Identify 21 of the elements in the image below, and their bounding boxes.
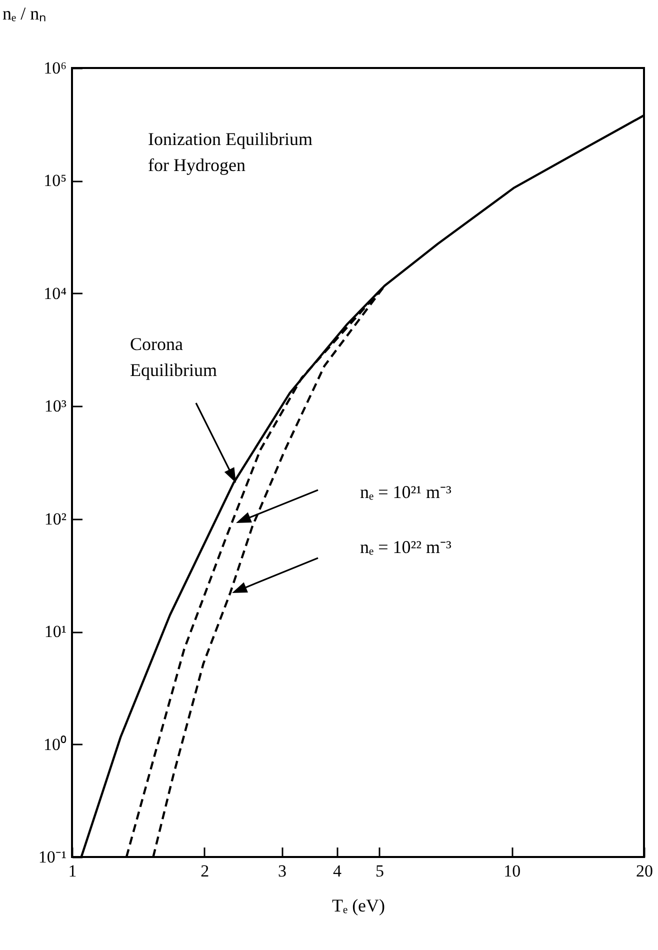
annotation: nₑ = 10²¹ m⁻³ [360, 482, 452, 502]
y-tick-label: 10³ [44, 396, 66, 416]
x-tick-label: 20 [636, 862, 653, 880]
y-axis-title: nₑ / nₙ [2, 4, 46, 24]
x-tick-label: 10 [504, 862, 521, 880]
x-tick-label: 3 [278, 862, 287, 880]
annotation: Ionization Equilibrium for Hydrogen [148, 129, 312, 175]
y-tick-label: 10⁶ [44, 58, 67, 78]
x-tick-label: 5 [376, 862, 384, 880]
x-axis-title: Tₑ (eV) [332, 896, 386, 916]
annotation: Corona Equilibrium [130, 334, 217, 380]
y-tick-label: 10¹ [44, 622, 66, 642]
y-tick-label: 10⁻¹ [38, 848, 66, 866]
y-tick-label: 10² [44, 509, 66, 528]
y-tick-label: 10⁰ [44, 734, 66, 754]
x-tick-label: 4 [332, 862, 342, 880]
x-tick-label: 2 [200, 862, 210, 880]
x-tick-label: 1 [68, 862, 77, 880]
y-tick-label: 10⁴ [44, 284, 67, 303]
y-tick-label: 10⁵ [44, 171, 67, 190]
annotation: nₑ = 10²² m⁻³ [360, 537, 452, 557]
